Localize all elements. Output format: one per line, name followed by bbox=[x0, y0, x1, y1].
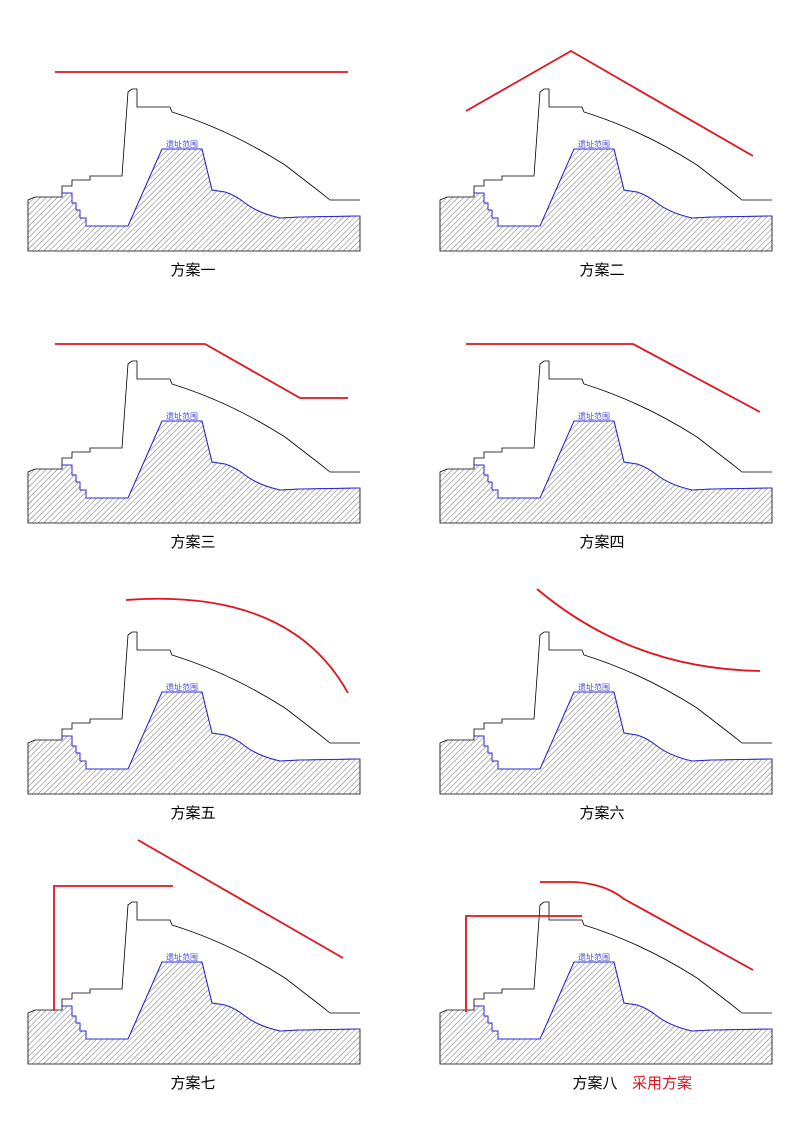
adopted-label: 采用方案 bbox=[632, 1074, 692, 1092]
site-label: 遗址范围 bbox=[166, 952, 198, 962]
caption: 方案二 bbox=[579, 261, 624, 279]
panel: 遗址范围 方案三 bbox=[27, 343, 361, 551]
scheme-line bbox=[465, 49, 754, 157]
caption: 方案七 bbox=[170, 1074, 215, 1092]
caption: 方案一 bbox=[170, 261, 215, 279]
caption: 方案三 bbox=[170, 533, 215, 551]
scheme-line bbox=[466, 343, 761, 413]
scheme-line bbox=[536, 588, 761, 672]
scheme-line bbox=[465, 915, 582, 1012]
panel: 遗址范围 方案八 采用方案 bbox=[439, 881, 773, 1092]
site-label: 遗址范围 bbox=[166, 411, 198, 421]
site-label: 遗址范围 bbox=[166, 139, 198, 149]
site-label: 遗址范围 bbox=[578, 682, 610, 692]
panel: 遗址范围 方案四 bbox=[439, 343, 773, 551]
panel: 遗址范围 方案一 bbox=[27, 71, 361, 279]
caption: 方案六 bbox=[579, 804, 624, 822]
panel: 遗址范围 方案五 bbox=[27, 597, 361, 822]
scheme-line bbox=[55, 343, 348, 399]
panel: 遗址范围 方案六 bbox=[439, 588, 773, 822]
site-label: 遗址范围 bbox=[578, 952, 610, 962]
site-label: 遗址范围 bbox=[166, 682, 198, 692]
caption: 方案五 bbox=[170, 804, 215, 822]
caption: 方案四 bbox=[579, 533, 624, 551]
scheme-line bbox=[137, 839, 344, 959]
scheme-line bbox=[53, 885, 173, 1011]
panel: 遗址范围 方案二 bbox=[439, 49, 773, 279]
scheme-line bbox=[540, 881, 754, 971]
site-label: 遗址范围 bbox=[578, 411, 610, 421]
panel: 遗址范围 方案七 bbox=[27, 839, 361, 1092]
caption: 方案八 bbox=[572, 1074, 617, 1092]
site-label: 遗址范围 bbox=[578, 139, 610, 149]
scheme-line bbox=[125, 597, 349, 694]
